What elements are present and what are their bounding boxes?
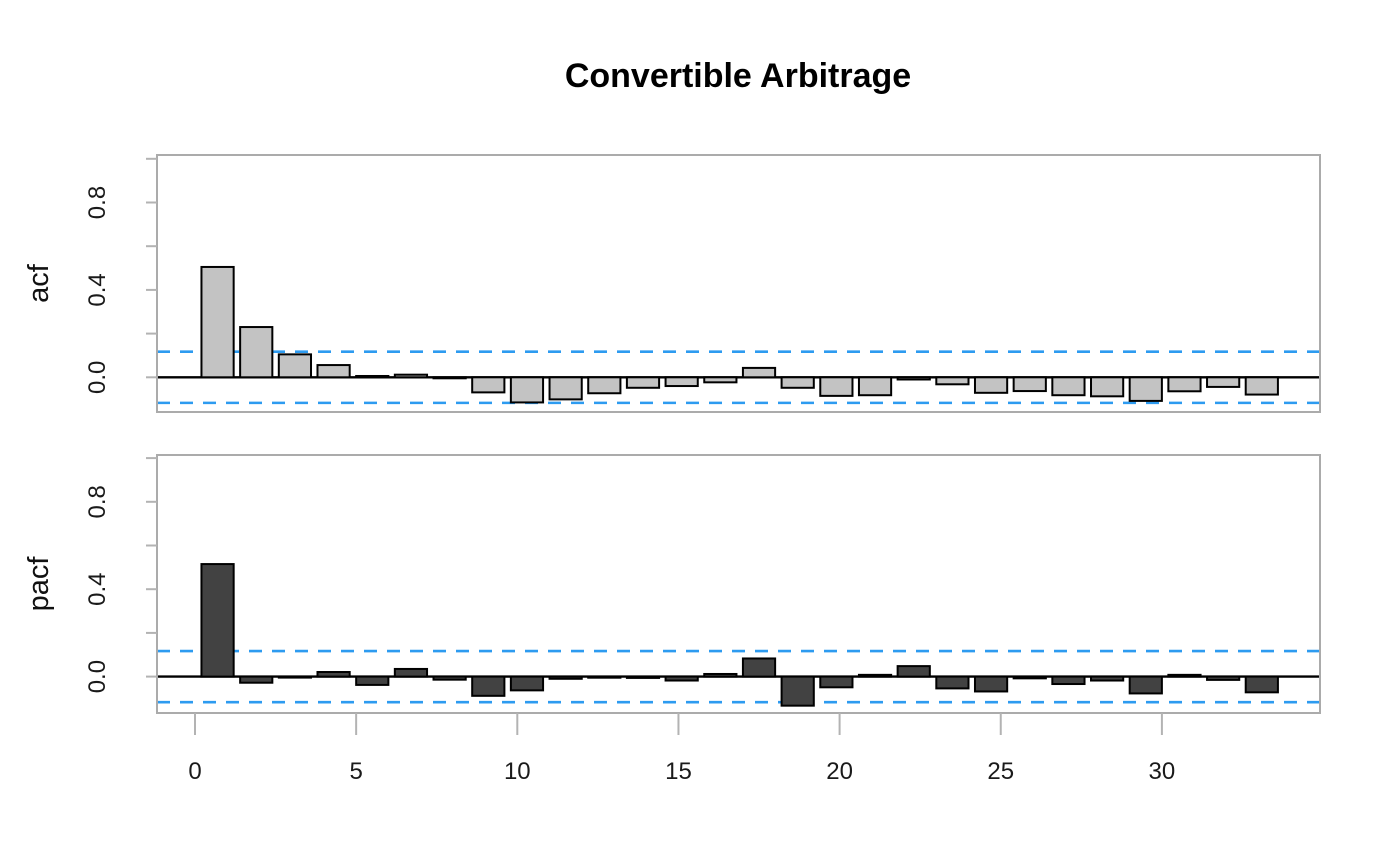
acf-bar xyxy=(393,373,429,379)
pacf-bar xyxy=(819,675,854,689)
acf-bar xyxy=(1244,376,1279,396)
pacf-bar xyxy=(703,672,738,678)
pacf-bar xyxy=(625,675,661,679)
x-axis-tick-label: 30 xyxy=(1149,758,1176,785)
pacf-bar xyxy=(1012,675,1047,680)
pacf-bar xyxy=(277,675,313,679)
acf-bar xyxy=(587,376,622,395)
pacf-bar xyxy=(355,675,390,686)
acf-bar xyxy=(471,376,506,394)
pacf-bar xyxy=(896,665,931,678)
acf-bar xyxy=(1167,376,1202,393)
acf-bar xyxy=(1012,376,1047,393)
acf-bar xyxy=(857,376,893,397)
pacf-bar xyxy=(780,675,815,707)
acf-bar xyxy=(780,376,815,389)
acf-bar xyxy=(1051,376,1086,397)
acf-bar xyxy=(509,376,545,404)
panel-frame xyxy=(156,154,1321,413)
acf-bar xyxy=(1128,376,1163,402)
acf-bar xyxy=(316,364,351,379)
acf-bar xyxy=(664,376,699,388)
acf-bar xyxy=(200,265,235,379)
y-axis-tick-label: 0.0 xyxy=(84,660,111,693)
pacf-panel: 0.0 0.4 0.8 pacf 0 5 10 15 20 25 30 xyxy=(23,454,1321,785)
acf-bar xyxy=(935,376,970,386)
acf-bar xyxy=(741,366,777,379)
acf-bar xyxy=(277,353,313,379)
x-axis-tick-label: 20 xyxy=(826,758,853,785)
chart-panels: 0.0 0.4 0.8 acf 0.0 0.4 0.8 pacf 0 5 10 15 20 25 30 xyxy=(23,154,1321,785)
panel-frame xyxy=(156,454,1321,714)
x-axis-tick-label: 25 xyxy=(987,758,1014,785)
pacf-bar xyxy=(1128,675,1163,695)
pacf-bar xyxy=(509,675,545,692)
x-axis-tick-label: 15 xyxy=(665,758,692,785)
pacf-bar xyxy=(741,657,777,678)
acf-bar xyxy=(432,376,467,380)
x-axis-tick-label: 10 xyxy=(504,758,531,785)
pacf-bar xyxy=(587,675,622,679)
pacf-bar xyxy=(1167,673,1202,678)
acf-panel: 0.0 0.4 0.8 acf xyxy=(23,154,1321,413)
pacf-bar xyxy=(471,675,506,697)
chart-title: Convertible Arbitrage xyxy=(565,57,911,95)
pacf-bar xyxy=(393,667,429,678)
acf-bar xyxy=(548,376,583,401)
pacf-bar xyxy=(432,675,467,681)
pacf-bar xyxy=(200,563,235,678)
acf-bar xyxy=(819,376,854,397)
y-axis-tick-label: 0.8 xyxy=(84,485,111,518)
y-axis-tick-label: 0.8 xyxy=(84,186,111,219)
y-axis-tick-label: 0.4 xyxy=(84,573,111,606)
y-axis-tick-label: 0.0 xyxy=(84,361,111,394)
acf-bar xyxy=(1206,376,1241,388)
acf-bar xyxy=(973,376,1009,394)
pacf-bar xyxy=(973,675,1009,693)
x-axis-tick-label: 0 xyxy=(188,758,201,785)
acf-bar xyxy=(355,374,390,379)
pacf-bar xyxy=(1051,675,1086,686)
pacf-bar xyxy=(1244,675,1279,694)
y-axis-tick-label: 0.4 xyxy=(84,273,111,306)
acf-axis-label: acf xyxy=(23,263,55,303)
pacf-bar xyxy=(857,673,893,678)
acf-bar xyxy=(703,376,738,384)
pacf-bar xyxy=(316,671,351,678)
pacf-bar xyxy=(664,675,699,682)
pacf-bar xyxy=(1090,675,1125,682)
acf-bar xyxy=(896,376,931,381)
acf-bar xyxy=(239,326,274,379)
x-axis-tick-label: 5 xyxy=(349,758,362,785)
pacf-axis-label: pacf xyxy=(23,556,55,612)
acf-bar xyxy=(1090,376,1125,398)
pacf-bar xyxy=(239,675,274,684)
pacf-bar xyxy=(935,675,970,690)
acf-bar xyxy=(625,376,661,389)
pacf-bar xyxy=(1206,675,1241,681)
pacf-bar xyxy=(548,675,583,680)
